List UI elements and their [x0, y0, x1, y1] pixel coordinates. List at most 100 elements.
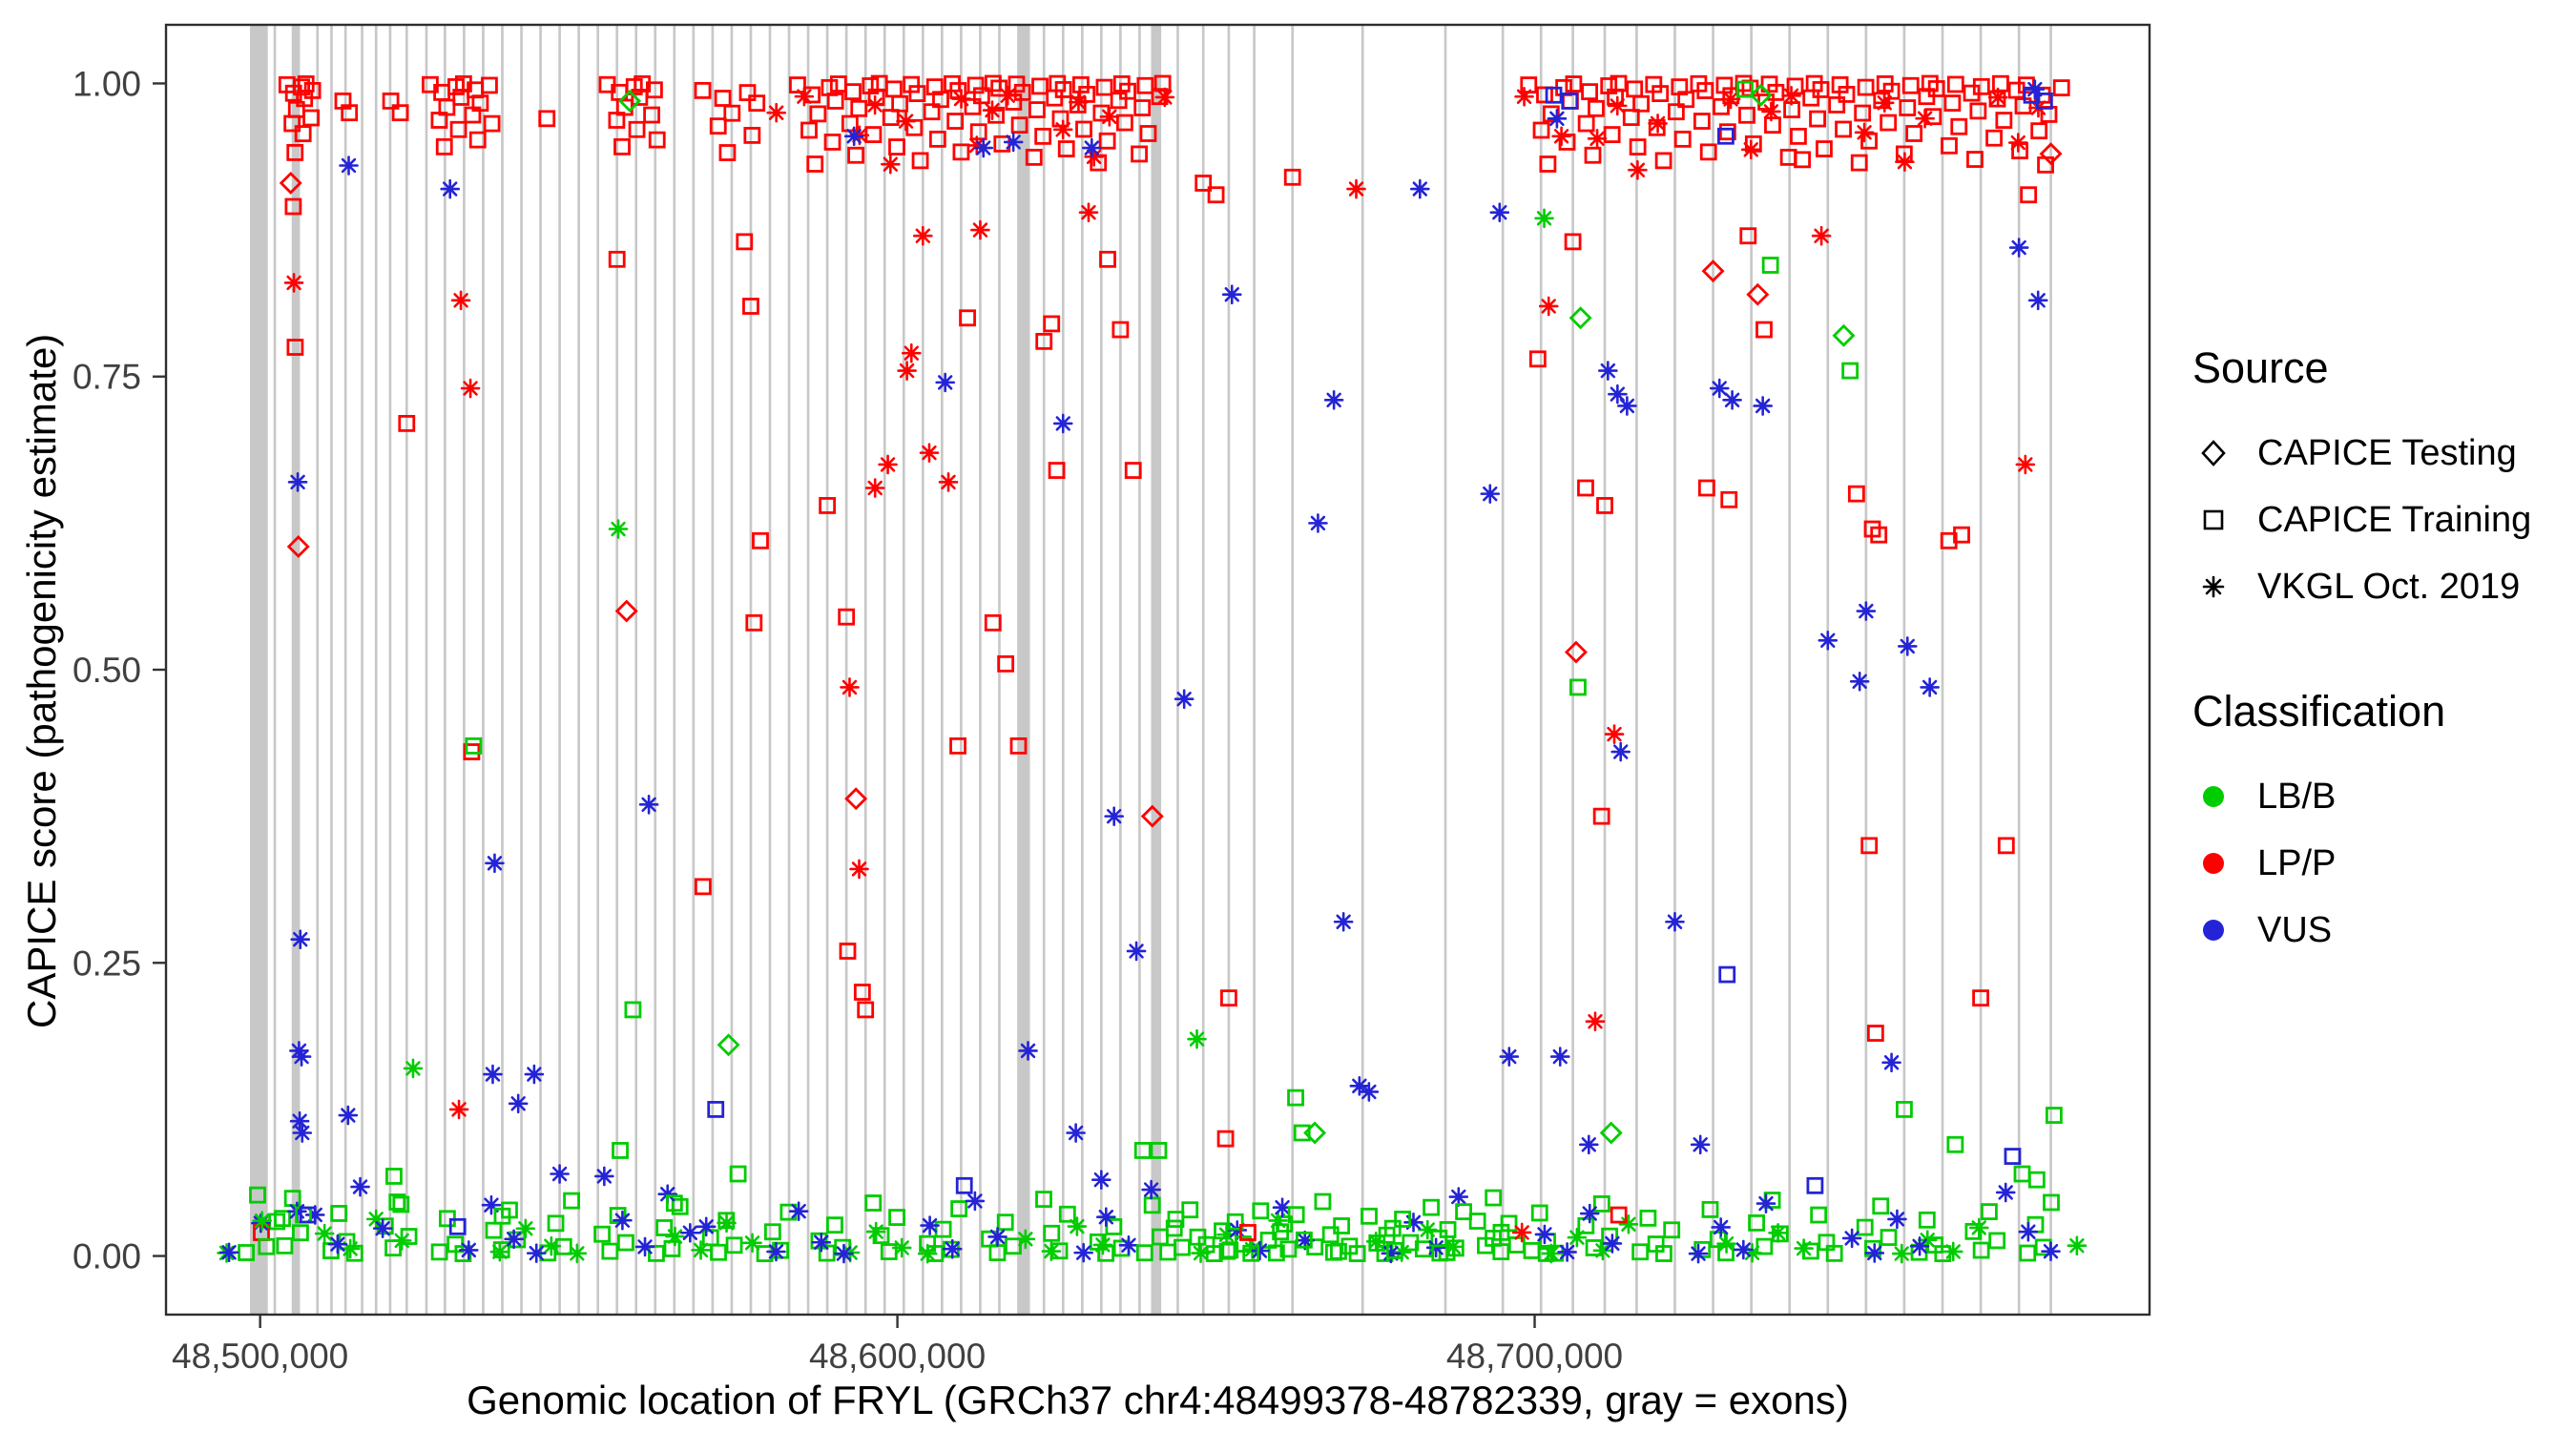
data-point-square [2020, 186, 2038, 204]
data-point-asterisk [1874, 93, 1895, 114]
data-point-asterisk [1592, 1240, 1613, 1261]
data-point-square [1739, 227, 1757, 245]
data-point-asterisk [1811, 225, 1832, 246]
square-icon [2192, 499, 2234, 541]
data-point-asterisk [1104, 806, 1124, 826]
data-point-square [955, 1176, 973, 1194]
data-point-square [946, 113, 965, 130]
data-point-asterisk [1716, 1234, 1736, 1254]
data-point-asterisk [1579, 1134, 1599, 1155]
data-point-square [665, 1194, 683, 1213]
data-point-square [1654, 152, 1672, 170]
data-point-square [1816, 140, 1833, 157]
data-point-asterisk [283, 273, 304, 293]
data-point-square [1738, 106, 1755, 124]
data-point-asterisk [1617, 396, 1637, 416]
red-dot-icon [2192, 842, 2234, 884]
data-point-diamond [614, 599, 638, 623]
data-point-asterisk [2041, 1241, 2061, 1261]
data-point-asterisk [982, 100, 1003, 120]
data-point-asterisk [391, 1231, 412, 1251]
data-point-square [485, 1221, 503, 1239]
data-point-square [911, 152, 929, 170]
data-point-square [563, 1192, 580, 1210]
data-point-asterisk [766, 1241, 786, 1262]
exon-bar [425, 25, 428, 1315]
data-point-asterisk [1272, 1197, 1293, 1217]
data-point-square [1677, 91, 1695, 109]
data-point-square [1870, 526, 1888, 544]
data-point-asterisk [338, 1105, 359, 1126]
data-point-square [891, 94, 909, 113]
data-point-asterisk [1818, 630, 1839, 651]
data-point-square [1537, 1245, 1555, 1262]
data-point-asterisk [1067, 1216, 1088, 1236]
data-point-asterisk [1066, 1123, 1086, 1143]
data-point-asterisk [634, 1236, 655, 1257]
data-point-square [1361, 1207, 1378, 1225]
data-point-asterisk [896, 111, 916, 132]
data-point-asterisk [680, 1222, 700, 1243]
data-point-square [1569, 678, 1587, 696]
data-point-square [707, 1101, 725, 1118]
data-point-square [1054, 81, 1072, 98]
data-point-asterisk [1665, 911, 1685, 932]
data-point-asterisk [1995, 1182, 2016, 1203]
x-tick-label: 48,500,000 [172, 1337, 348, 1376]
legend-item-vus: VUS [2192, 897, 2574, 964]
data-point-asterisk [1041, 1241, 1062, 1261]
exon-bar [273, 25, 277, 1315]
data-point-asterisk [1841, 1228, 1862, 1249]
data-point-square [1296, 1231, 1313, 1249]
data-point-square [1293, 1124, 1311, 1142]
data-point-square [1098, 132, 1116, 150]
data-point-asterisk [1410, 178, 1430, 199]
data-point-square [1075, 120, 1092, 138]
data-point-diamond [1303, 1121, 1327, 1145]
data-point-asterisk [834, 1243, 854, 1264]
data-point-square [1532, 121, 1550, 139]
data-point-square [1402, 1234, 1420, 1252]
data-point-square [1242, 1244, 1260, 1262]
exon-bar [692, 25, 696, 1315]
data-point-asterisk [1052, 413, 1073, 434]
data-point-asterisk [1538, 296, 1559, 317]
data-point-asterisk [849, 859, 869, 880]
data-point-asterisk [1987, 87, 2008, 108]
data-point-square [2045, 1107, 2063, 1124]
data-point-square [923, 103, 941, 121]
data-point-asterisk [314, 1223, 335, 1244]
data-point-diamond [1746, 282, 1770, 306]
data-point-square [1860, 132, 1878, 150]
data-point-asterisk [766, 102, 786, 123]
data-point-square [1988, 1232, 2006, 1250]
data-point-square [838, 608, 856, 626]
data-point-square [806, 156, 824, 173]
data-point-asterisk [291, 1047, 312, 1067]
data-point-square [1809, 110, 1826, 128]
data-point-asterisk [1968, 1217, 1989, 1238]
data-point-square [1423, 1198, 1440, 1216]
data-point-asterisk [1534, 208, 1554, 229]
data-point-asterisk [1018, 1041, 1038, 1061]
data-point-asterisk [524, 1064, 545, 1085]
data-point-asterisk [290, 929, 311, 949]
data-point-square [1995, 112, 2013, 129]
data-point-asterisk [1610, 741, 1631, 762]
data-point-square [1321, 1226, 1340, 1244]
exon-bar [768, 25, 772, 1315]
data-point-asterisk [1242, 1239, 1262, 1259]
data-point-square [964, 97, 982, 115]
exon-bar [361, 25, 364, 1315]
exon-bar [463, 25, 466, 1315]
data-point-square [593, 1225, 612, 1243]
data-point-square [756, 1245, 774, 1262]
data-point-square [1941, 136, 1958, 155]
data-point-square [952, 143, 970, 161]
data-point-square [1048, 462, 1066, 479]
data-point-square [1500, 1214, 1518, 1233]
data-point-asterisk [864, 478, 885, 498]
exon-bar [520, 25, 523, 1315]
data-point-square [1043, 315, 1061, 333]
